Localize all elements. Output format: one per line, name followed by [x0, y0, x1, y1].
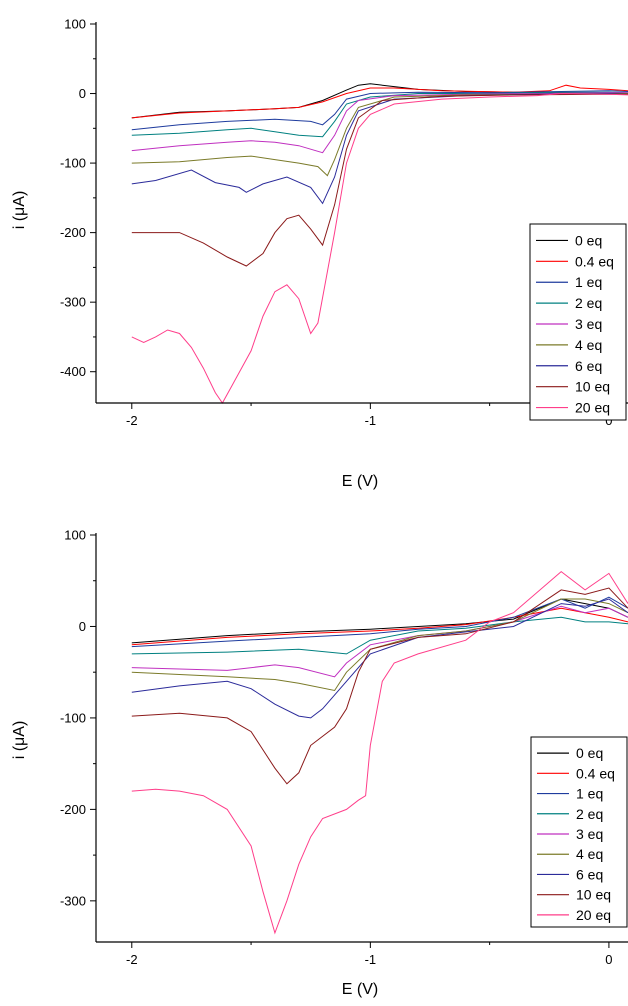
- bottom-chart-y-tick-label: -200: [60, 802, 86, 817]
- bottom-chart-x-tick-label: -2: [126, 952, 138, 967]
- bottom-chart-legend-label-4: 3 eq: [576, 826, 603, 842]
- top-chart-series-line-7: [131, 93, 628, 267]
- bottom-chart-series-line-2: [131, 596, 628, 648]
- top-chart-x-axis-label: E (V): [342, 473, 378, 490]
- bottom-chart-series-line-4: [131, 605, 628, 678]
- bottom-chart-legend-label-0: 0 eq: [576, 745, 603, 761]
- top-chart-y-tick-label: -100: [60, 156, 86, 171]
- top-chart-legend-label-8: 20 eq: [575, 400, 610, 416]
- bottom-chart-series: [131, 570, 628, 935]
- top-chart-series-line-2: [131, 90, 628, 131]
- bottom-chart-legend-label-8: 20 eq: [576, 907, 611, 923]
- top-chart-legend-label-1: 0.4 eq: [575, 253, 614, 269]
- top-chart-legend-label-7: 10 eq: [575, 379, 610, 395]
- top-chart-legend-label-5: 4 eq: [575, 337, 602, 353]
- top-chart-y-tick-label: -400: [60, 364, 86, 379]
- bottom-chart-legend-label-6: 6 eq: [576, 866, 603, 882]
- top-chart-x-tick-label: -2: [126, 413, 138, 428]
- bottom-chart-legend-label-1: 0.4 eq: [576, 765, 615, 781]
- bottom-chart-x-tick-label: -1: [365, 952, 377, 967]
- top-chart-x-tick-label: -1: [365, 413, 377, 428]
- top-chart-series-line-1: [131, 84, 628, 119]
- bottom-chart-legend-label-2: 1 eq: [576, 786, 603, 802]
- top-chart-series: [131, 83, 628, 404]
- top-chart-legend-label-2: 1 eq: [575, 274, 602, 290]
- bottom-chart-legend: 0 eq 0.4 eq 1 eq 2 eq 3 eq 4 eq 6 eq 10 eq 20 eq: [530, 736, 628, 928]
- bottom-chart-series-line-3: [131, 616, 628, 655]
- top-chart-y-tick-label: 0: [79, 86, 86, 101]
- top-chart-legend: 0 eq 0.4 eq 1 eq 2 eq 3 eq 4 eq 6 eq 10 eq 20 eq: [529, 223, 627, 421]
- top-chart-legend-label-4: 3 eq: [575, 316, 602, 332]
- bottom-chart-series-line-1: [131, 607, 628, 646]
- top-chart-y-tick-label: -200: [60, 225, 86, 240]
- bottom-chart-series-line-8: [131, 570, 628, 935]
- top-chart-series-line-8: [131, 92, 628, 404]
- top-chart-legend-label-0: 0 eq: [575, 232, 602, 248]
- top-chart-legend-box: [529, 223, 627, 421]
- bottom-chart-legend-label-5: 4 eq: [576, 846, 603, 862]
- top-chart-series-line-4: [131, 92, 628, 154]
- bottom-chart-y-tick-label: -300: [60, 893, 86, 908]
- bottom-chart-y-tick-label: -100: [60, 710, 86, 725]
- top-chart-legend-label-6: 6 eq: [575, 358, 602, 374]
- bottom-chart-legend-label-7: 10 eq: [576, 887, 611, 903]
- bottom-chart-series-line-5: [131, 598, 628, 692]
- bottom-chart-x-tick-label: 0: [605, 952, 612, 967]
- top-chart-legend-label-3: 2 eq: [575, 295, 602, 311]
- bottom-chart-y-tick-label: 100: [64, 528, 86, 543]
- top-chart-series-line-5: [131, 93, 628, 177]
- top-chart-y-axis-label: i (μA): [11, 191, 28, 230]
- bottom-chart-series-line-0: [131, 598, 628, 644]
- bottom-chart-x-axis-label: E (V): [342, 981, 378, 998]
- bottom-chart-series-line-7: [131, 587, 628, 785]
- top-chart-y-tick-label: -300: [60, 295, 86, 310]
- top-chart-y-tick-label: 100: [64, 17, 86, 32]
- bottom-chart-y-tick-label: 0: [79, 619, 86, 634]
- bottom-chart-axes: 100 0 -100 -200 -300 -2 -1 0: [60, 528, 628, 967]
- bottom-chart-legend-label-3: 2 eq: [576, 806, 603, 822]
- bottom-cyclic-voltammogram-chart: 100 0 -100 -200 -300 -2 -1 0 0 eq 0.4 eq 1 eq 2 eq…: [11, 528, 628, 998]
- top-chart-series-line-3: [131, 91, 628, 138]
- bottom-chart-legend-box: [530, 736, 628, 928]
- bottom-chart-y-axis-label: i (μA): [11, 721, 28, 760]
- bottom-chart-series-line-6: [131, 598, 628, 719]
